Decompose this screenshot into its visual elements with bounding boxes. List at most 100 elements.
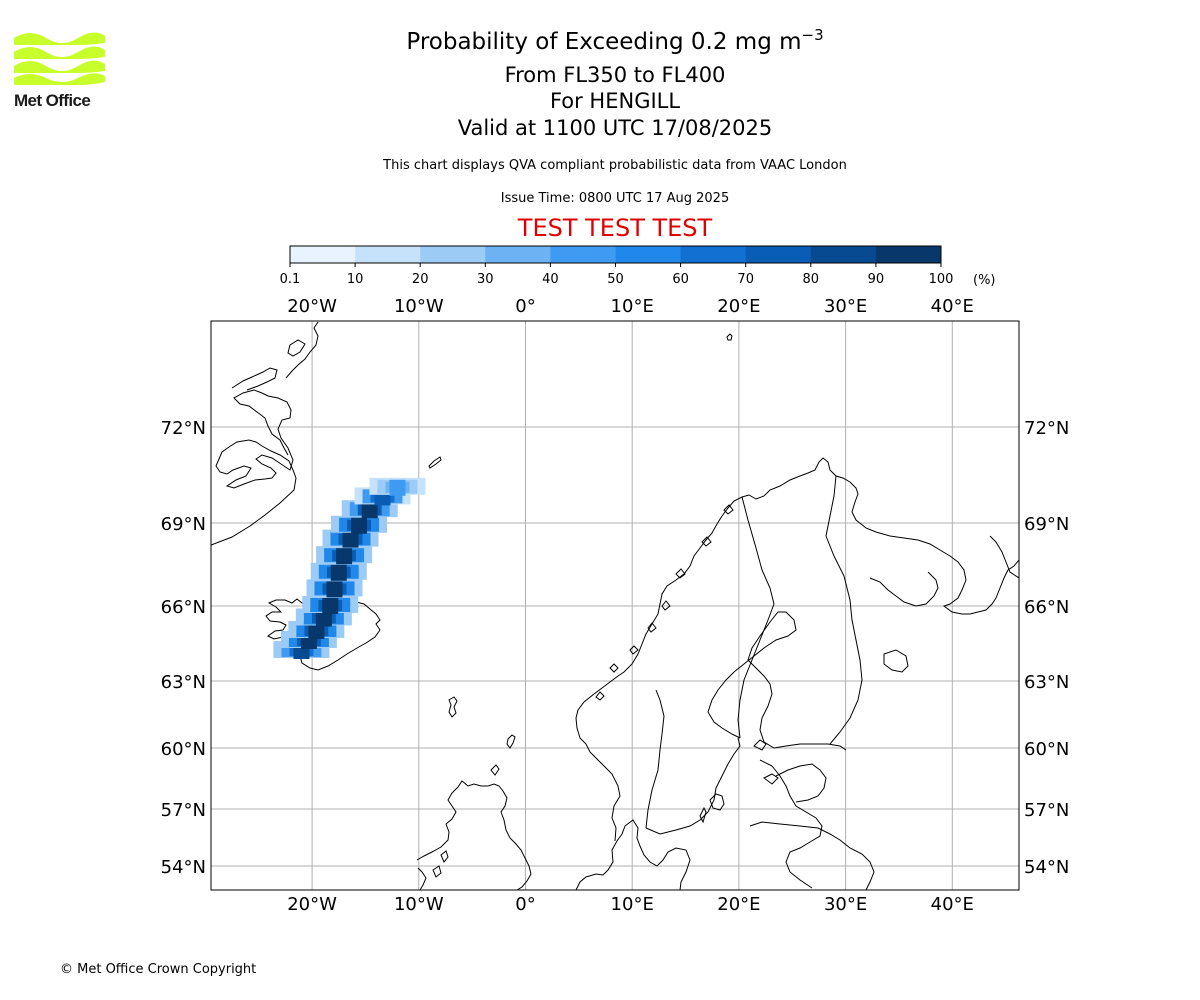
map-frame — [210, 320, 1020, 891]
longitude-label-bottom: 40°E — [931, 894, 974, 915]
latitude-label-right: 66°N — [1024, 597, 1069, 618]
plume-core-cell — [361, 502, 378, 519]
norway-coast-islands — [595, 504, 734, 701]
colorbar-bin — [420, 246, 486, 263]
colorbar-tick-label: 20 — [412, 272, 429, 287]
lake-ladoga — [883, 649, 909, 673]
plume-cell — [350, 564, 359, 579]
plume-cell — [346, 581, 355, 596]
colorbar-bin — [810, 246, 877, 263]
colorbar-tick-label: 50 — [607, 272, 624, 287]
logo-text: Met Office — [14, 91, 91, 110]
colorbar-bin — [355, 246, 421, 263]
longitude-label-top: 20°W — [287, 296, 337, 317]
longitude-label-top: 40°E — [931, 296, 974, 317]
plume-cell — [379, 515, 388, 533]
plume-cell — [322, 529, 331, 547]
greenland-fjord-3 — [287, 339, 306, 357]
ireland-coastline — [417, 867, 427, 890]
colorbar: 0.1 10 20 30 40 50 60 70 80 90 100 (%) — [280, 245, 996, 288]
plume-cell — [362, 489, 371, 504]
plume-cell — [310, 562, 319, 580]
latitude-label-left: 54°N — [161, 857, 206, 878]
colorbar-bin — [745, 246, 812, 263]
test-banner: TEST TEST TEST — [517, 214, 713, 242]
plume-core-cell — [308, 623, 325, 639]
hebrides-coastline — [432, 850, 449, 878]
logo-waves-icon — [14, 32, 105, 85]
longitude-label-top: 20°E — [717, 296, 760, 317]
volcano-subtitle: For HENGILL — [549, 89, 681, 113]
colorbar-tick-label: 0.1 — [280, 272, 301, 287]
oland-coastline — [699, 806, 707, 824]
colorbar-bin — [615, 246, 682, 263]
issue-time: Issue Time: 0800 UTC 17 Aug 2025 — [500, 191, 730, 206]
plume-cell — [273, 641, 282, 658]
latitude-label-left: 60°N — [161, 739, 206, 760]
copyright-notice: © Met Office Crown Copyright — [60, 962, 257, 977]
plume-cell — [358, 562, 367, 580]
plume-cell — [314, 581, 323, 596]
bear-island-coastline — [726, 333, 733, 341]
longitude-label-top: 0° — [515, 296, 535, 317]
plume-cell — [370, 529, 379, 547]
plume-cell — [354, 487, 363, 505]
plume-cell — [362, 531, 371, 546]
latitude-label-left: 72°N — [161, 418, 206, 439]
colorbar-tick-label: 10 — [347, 272, 364, 287]
longitude-label-top: 10°E — [611, 296, 654, 317]
plume-core-cell — [336, 548, 353, 565]
latitude-label-left: 69°N — [161, 514, 206, 535]
plume-cell — [280, 631, 289, 648]
plume-cell — [364, 546, 373, 564]
plume-cell — [281, 643, 290, 657]
latitude-label-right: 57°N — [1024, 800, 1069, 821]
gotland-coastline — [709, 793, 725, 811]
plume-cell — [288, 633, 297, 647]
plume-cell — [310, 598, 319, 612]
colorbar-bin — [550, 246, 616, 263]
plume-cell — [402, 487, 411, 505]
plume-cell — [316, 546, 325, 564]
white-sea — [869, 571, 939, 607]
longitude-label-bottom: 20°E — [717, 894, 760, 915]
novaya-zemlya-tip — [989, 535, 1019, 579]
poland-coastline — [749, 821, 875, 890]
greenland-coastline — [211, 389, 297, 546]
denmark-coastline — [575, 819, 691, 890]
colorbar-tick-label: 80 — [803, 272, 820, 287]
plume-cell — [356, 548, 365, 563]
sweden-finland-border — [737, 496, 775, 739]
plume-cell — [336, 621, 345, 638]
longitude-label-bottom: 30°E — [824, 894, 867, 915]
plume-core-cell — [326, 581, 343, 598]
colorbar-bin — [680, 246, 747, 263]
plume-cell — [417, 477, 426, 495]
plume-core-cell — [342, 531, 359, 548]
plume-cell — [335, 610, 344, 625]
norway-sweden-border — [645, 689, 665, 829]
plume-cell — [321, 641, 330, 658]
plume-cell — [342, 598, 351, 612]
greenland-fjord — [231, 367, 278, 391]
plume-core-cell — [330, 564, 347, 581]
map-figure: 0.1 10 20 30 40 50 60 70 80 90 100 (%) — [161, 245, 1069, 915]
longitude-label-bottom: 10°W — [394, 894, 444, 915]
longitude-label-bottom: 10°E — [611, 894, 654, 915]
plume-cell — [377, 479, 386, 494]
plume-cell — [320, 633, 329, 647]
longitude-label-top: 10°W — [394, 296, 444, 317]
plume-cell — [328, 623, 337, 637]
plume-cell — [339, 517, 348, 532]
kola-coast — [995, 559, 1019, 599]
latitude-label-right: 60°N — [1024, 739, 1069, 760]
plume-cell — [296, 623, 305, 637]
plume-cell — [331, 515, 340, 533]
plume-cell — [303, 610, 312, 625]
chart-title: Probability of Exceeding 0.2 mg m−3 — [406, 26, 824, 55]
plume-cell — [354, 579, 363, 597]
scotland-coastline — [416, 780, 532, 890]
baltic-east-coastline — [759, 759, 823, 889]
plume-core-cell — [389, 479, 406, 496]
plume-cell — [324, 548, 333, 563]
